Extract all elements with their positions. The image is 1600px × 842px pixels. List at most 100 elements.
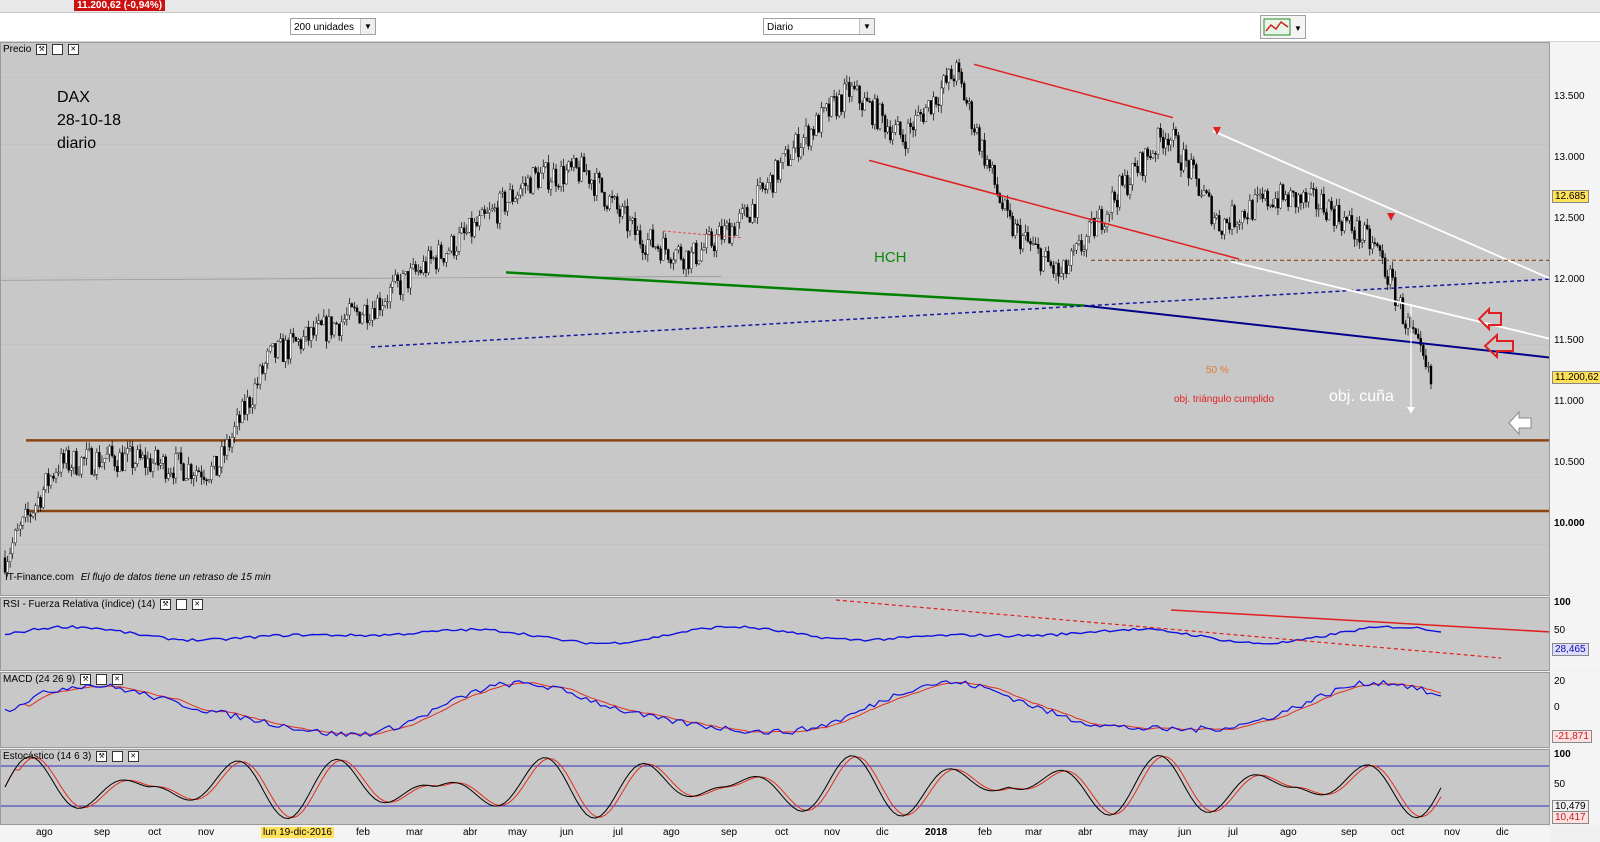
y-tick: 13.000 [1554, 152, 1585, 163]
rsi-chart [4, 599, 1549, 659]
period-select-value: Diario [767, 22, 794, 33]
chevron-down-icon[interactable]: ▼ [859, 19, 874, 34]
chart-type-button[interactable]: ▼ [1260, 15, 1306, 39]
candle-body [371, 308, 374, 321]
candle-body [355, 307, 359, 313]
candle-body [914, 115, 917, 131]
wrench-icon[interactable]: ⚒ [80, 674, 92, 685]
candle-body [1286, 194, 1290, 207]
candle-body [1047, 251, 1050, 263]
candle-body [1348, 215, 1351, 221]
candle-body [973, 128, 976, 133]
candle-body [741, 208, 744, 214]
candle-body [1309, 188, 1313, 195]
candle-body [90, 448, 93, 475]
candle-body [1292, 190, 1295, 193]
chevron-down-icon[interactable]: ▼ [360, 19, 375, 34]
x-tick-label: dic [1496, 827, 1509, 838]
candle-body [276, 341, 280, 358]
candle-body [1026, 232, 1030, 242]
price-panel[interactable]: Precio ⚒ ✕ DAX 28-10-18 diario HCH 50 % … [0, 42, 1550, 596]
candle-body [332, 322, 336, 336]
wrench-icon[interactable]: ⚒ [160, 599, 172, 610]
candle-body [608, 196, 611, 209]
x-tick-label: jul [1228, 827, 1239, 838]
x-tick-label: oct [775, 827, 789, 838]
candle-body [473, 222, 476, 237]
candle-body [1156, 127, 1160, 155]
stoch-panel[interactable]: Estocástico (14 6 3) ⚒ ✕ [0, 749, 1550, 825]
close-icon[interactable]: ✕ [111, 674, 123, 685]
y-tick: 100 [1554, 749, 1571, 760]
maximize-icon[interactable] [95, 674, 107, 685]
candle-body [674, 249, 678, 261]
candle-body [29, 514, 32, 517]
candle-body [1297, 194, 1300, 208]
macd-chart [4, 679, 1442, 738]
white-arrow-marker [1508, 410, 1532, 436]
candle-body [1243, 211, 1246, 218]
close-icon[interactable]: ✕ [67, 44, 79, 55]
candle-body [131, 446, 134, 469]
candle-body [654, 246, 657, 248]
units-select[interactable]: 200 unidades ▼ [290, 18, 376, 35]
candle-body [843, 83, 846, 112]
maximize-icon[interactable] [111, 751, 123, 762]
candle-body [1386, 276, 1389, 285]
candle-body [322, 316, 326, 326]
candle-body [1307, 193, 1310, 203]
candle-body [1021, 235, 1025, 250]
candle-body [521, 182, 525, 190]
x-tick-label: nov [198, 827, 215, 838]
candle-body [11, 542, 14, 554]
candle-body [1006, 199, 1009, 211]
candle-body [266, 350, 269, 364]
candle-body [174, 453, 178, 479]
rsi-panel[interactable]: RSI - Fuerza Relativa (índice) (14) ⚒ ✕ [0, 597, 1550, 671]
red-arrow-marker [1477, 306, 1502, 332]
candle-body [511, 189, 514, 202]
candle-body [182, 463, 185, 481]
x-tick-label: may [508, 827, 527, 838]
candle-body [1075, 243, 1078, 251]
candle-body [258, 365, 262, 385]
candle-body [388, 287, 392, 302]
units-select-value: 200 unidades [294, 22, 355, 33]
candle-body [330, 316, 333, 336]
candle-body [827, 103, 831, 117]
candle-body [547, 162, 550, 190]
candle-body [1024, 232, 1027, 236]
candle-body [881, 103, 884, 116]
candle-body [366, 305, 369, 323]
candle-body [205, 479, 208, 482]
macd-panel[interactable]: MACD (24 26 9) ⚒ ✕ [0, 672, 1550, 748]
candle-body [113, 455, 116, 467]
candle-body [1218, 215, 1221, 232]
candle-body [567, 161, 570, 171]
close-icon[interactable]: ✕ [191, 599, 203, 610]
candle-body [286, 339, 290, 360]
period-select[interactable]: Diario ▼ [763, 18, 875, 35]
close-icon[interactable]: ✕ [127, 751, 139, 762]
candle-body [39, 497, 42, 508]
svg-text:▼: ▼ [1294, 24, 1302, 33]
maximize-icon[interactable] [51, 44, 63, 55]
candle-body [1248, 200, 1252, 220]
candle-body [1095, 218, 1099, 237]
wrench-icon[interactable]: ⚒ [96, 751, 108, 762]
maximize-icon[interactable] [175, 599, 187, 610]
candle-body [886, 126, 889, 133]
candle-body [1350, 215, 1354, 231]
wrench-icon[interactable]: ⚒ [36, 44, 48, 55]
candle-body [557, 185, 560, 188]
candle-body [1414, 328, 1417, 335]
candle-body [121, 452, 124, 471]
candle-body [909, 122, 912, 128]
candle-body [98, 452, 101, 467]
y-tick: 10.000 [1554, 518, 1585, 529]
candle-body [1320, 193, 1323, 210]
candle-body [1269, 204, 1272, 207]
candle-body [1059, 273, 1063, 277]
candle-body [707, 231, 711, 235]
candle-body [628, 220, 632, 232]
